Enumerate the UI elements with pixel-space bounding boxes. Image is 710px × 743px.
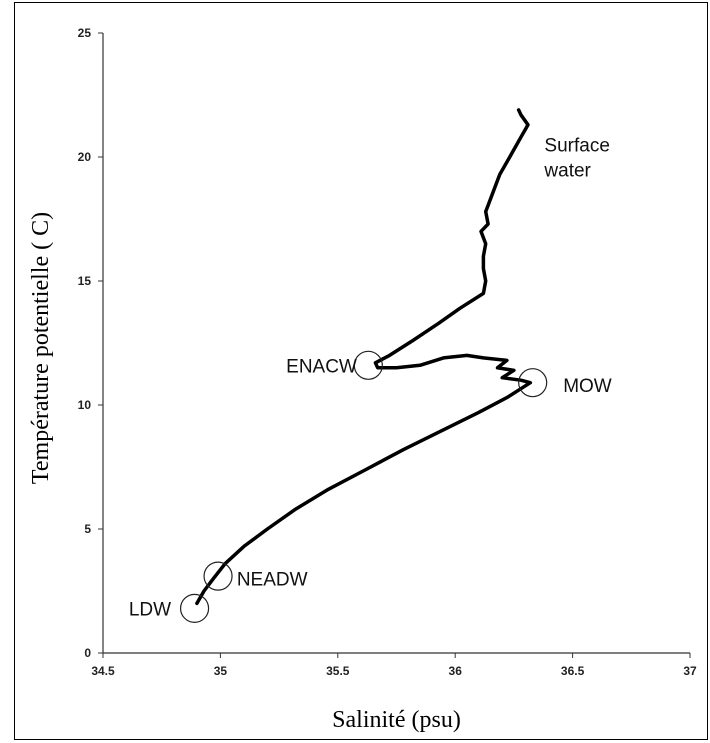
y-ticks: 0 5 10 15 20 25 bbox=[78, 26, 103, 660]
x-tick-label: 37 bbox=[683, 664, 697, 678]
water-mass-circle bbox=[203, 561, 233, 591]
x-tick-label: 34.5 bbox=[91, 664, 115, 678]
annotation-layer: Surface water ENACW MOW NEADW LDW bbox=[129, 136, 612, 621]
water-mass-circle bbox=[353, 350, 383, 380]
x-tick-label: 35.5 bbox=[326, 664, 350, 678]
water-mass-circle bbox=[518, 368, 548, 398]
figure-frame bbox=[14, 2, 708, 740]
circle-layer bbox=[179, 350, 548, 623]
y-tick-label: 10 bbox=[78, 398, 92, 412]
y-axis-title: Température potentielle ( C) bbox=[28, 212, 54, 484]
ts-profile-line bbox=[195, 108, 533, 606]
series-layer bbox=[195, 108, 533, 606]
x-tick-label: 36 bbox=[449, 664, 463, 678]
y-tick-label: 0 bbox=[84, 646, 91, 660]
axes bbox=[102, 33, 690, 654]
y-tick-label: 20 bbox=[78, 150, 92, 164]
water-mass-label: MOW bbox=[563, 376, 612, 397]
x-tick-label: 35 bbox=[214, 664, 228, 678]
x-tick-label: 36.5 bbox=[561, 664, 585, 678]
water-mass-circle bbox=[179, 593, 210, 623]
y-tick-label: 25 bbox=[78, 26, 92, 40]
y-tick-label: 15 bbox=[78, 274, 92, 288]
water-mass-label: Surface bbox=[544, 136, 609, 157]
water-mass-label: water bbox=[543, 160, 591, 181]
water-mass-label: LDW bbox=[129, 599, 171, 620]
x-axis-title: Salinité (psu) bbox=[332, 707, 461, 733]
water-mass-label: NEADW bbox=[237, 570, 308, 591]
x-ticks: 34.5 35 35.5 36 36.5 37 bbox=[91, 653, 697, 678]
water-mass-label: ENACW bbox=[286, 356, 357, 377]
y-tick-label: 5 bbox=[84, 522, 91, 536]
